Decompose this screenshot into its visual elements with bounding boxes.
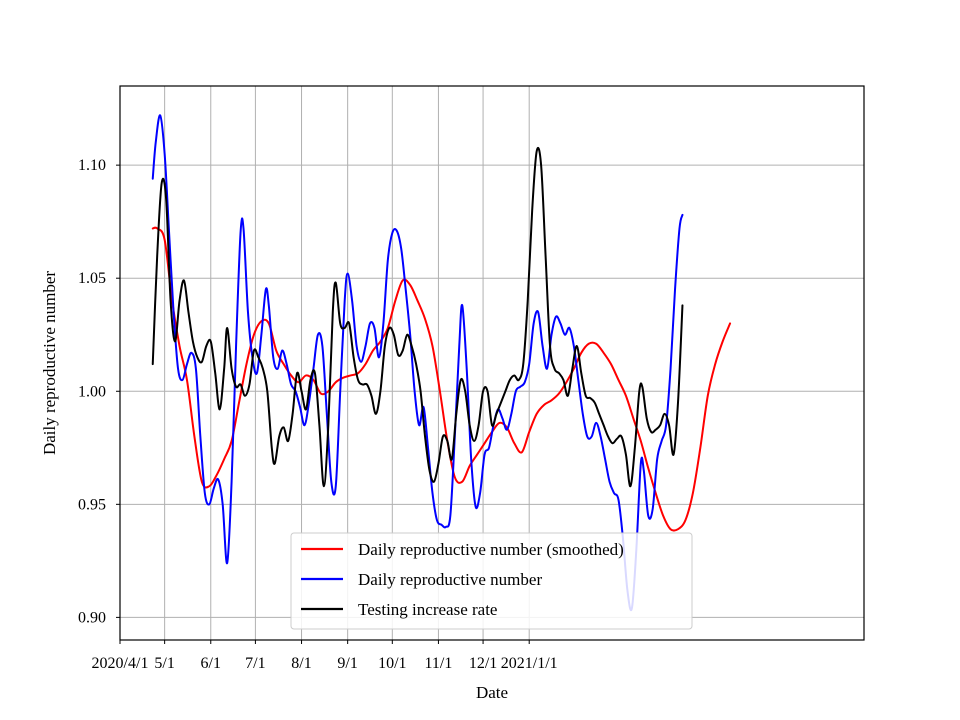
- x-axis-label: Date: [476, 683, 508, 702]
- x-tick-label: 8/1: [291, 655, 311, 672]
- x-tick-label: 10/1: [378, 655, 406, 672]
- y-axis-label: Daily reproductive number: [40, 271, 59, 455]
- legend-box: [290, 532, 693, 630]
- y-tick-label: 1.05: [78, 270, 106, 287]
- legend-entry-smoothed: Daily reproductive number (smoothed): [358, 540, 624, 559]
- x-tick-label: 9/1: [337, 655, 357, 672]
- x-tick-label: 2021/1/1: [501, 655, 558, 672]
- y-tick-label: 0.90: [78, 609, 106, 626]
- series-line-daily: [151, 114, 684, 612]
- plot-frame: [119, 85, 865, 641]
- series-line-testing: [151, 146, 684, 488]
- y-tick-label: 1.00: [78, 383, 106, 400]
- axis-ticks: 0.90 0.95 1.00 1.05 1.10 2020/4/1 5/1 6/1 7/1 8/1…: [78, 157, 558, 672]
- legend-entry-testing: Testing increase rate: [358, 600, 497, 619]
- x-tick-label: 6/1: [201, 655, 221, 672]
- series-lines: [151, 114, 732, 612]
- y-tick-label: 0.95: [78, 496, 106, 513]
- x-tick-label: 11/1: [425, 655, 453, 672]
- x-tick-label: 12/1: [469, 655, 497, 672]
- x-tick-label: 5/1: [154, 655, 174, 672]
- y-tick-label: 1.10: [78, 157, 106, 174]
- legend: Daily reproductive number (smoothed) Dai…: [290, 532, 693, 630]
- series-line-smoothed: [151, 226, 732, 532]
- legend-entry-daily: Daily reproductive number: [358, 570, 542, 589]
- x-tick-label: 7/1: [245, 655, 265, 672]
- x-tick-label: 2020/4/1: [92, 655, 149, 672]
